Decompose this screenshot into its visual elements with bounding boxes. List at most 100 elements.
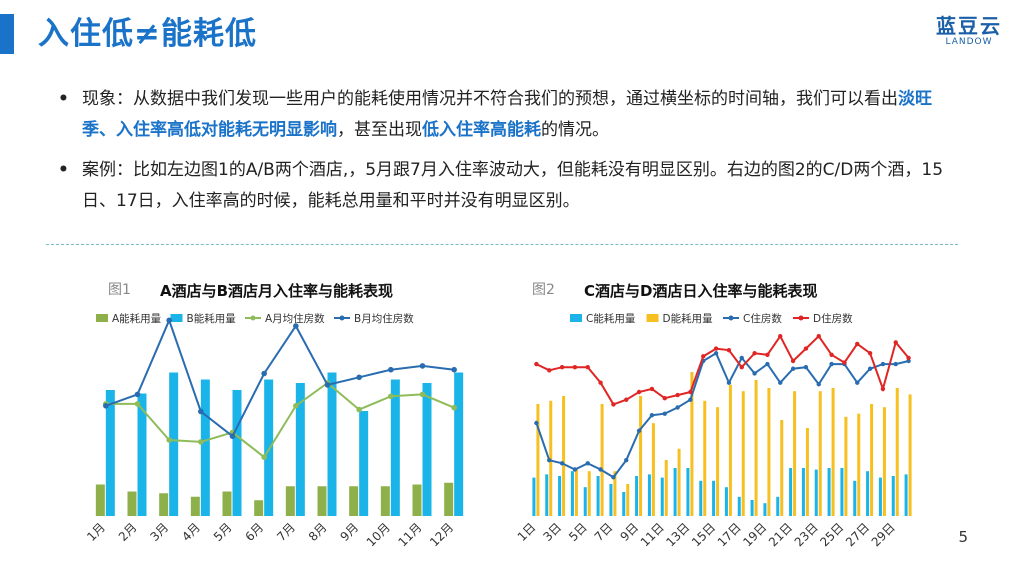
chart-bar [159, 493, 169, 516]
chart-data-point [624, 397, 629, 402]
chart-figure-label: 图1 [108, 282, 131, 298]
x-tick-label: 12月 [427, 520, 456, 549]
chart-data-point [559, 365, 565, 370]
legend-swatch [96, 314, 108, 322]
chart-data-point [867, 366, 873, 371]
chart-bar [660, 477, 664, 516]
chart-data-point [636, 389, 642, 395]
chart-bar [359, 411, 369, 516]
chart-bar [562, 396, 566, 516]
chart-bar [327, 372, 337, 516]
chart-series-line [535, 334, 910, 406]
chart-bar [200, 379, 210, 516]
chart-bar [254, 500, 264, 516]
chart-data-point [893, 340, 898, 345]
chart-data-point [790, 366, 796, 371]
x-tick-label: 9月 [338, 520, 362, 544]
chart-bar [583, 487, 587, 516]
title-accent-bar [0, 14, 14, 54]
chart-bar [626, 484, 630, 516]
chart-data-point [388, 366, 394, 373]
chart-data-point [166, 317, 172, 324]
legend-marker [728, 315, 734, 321]
chart-bar [908, 394, 912, 516]
x-tick-label: 1月 [84, 520, 108, 544]
chart-bar [716, 407, 720, 516]
chart-data-point [324, 382, 331, 388]
chart-bar [349, 486, 359, 516]
chart-bar [677, 448, 681, 516]
chart-bar [574, 468, 578, 516]
legend-label: D能耗用量 [663, 312, 714, 325]
chart-title: C酒店与D酒店日入住率与能耗表现 [584, 282, 817, 300]
chart-data-point [559, 461, 565, 466]
chart-1-container: 图1 A酒店与B酒店月入住率与能耗表现 A能耗用量 B能耗用量 A月均住房数 B月均住房数… [60, 270, 480, 570]
x-tick-label: 25日 [817, 520, 846, 549]
x-tick-label: 13日 [663, 520, 692, 549]
chart-bar [105, 390, 115, 516]
highlight-text: 淡旺季、入住率高低对能耗无明显影响 [82, 89, 932, 140]
highlight-text: 低入住率高能耗 [422, 120, 541, 140]
chart-bar [558, 476, 562, 516]
x-tick-label: 3月 [148, 520, 172, 544]
chart-bar [295, 383, 305, 516]
chart-data-point [134, 401, 141, 407]
chart-data-point [636, 428, 642, 433]
chart-bar [570, 471, 574, 516]
chart-bar [317, 486, 327, 516]
chart-bar [380, 486, 390, 516]
chart-bar [895, 388, 899, 516]
chart-2-svg: 图2 C酒店与D酒店日入住率与能耗表现 C能耗用量 D能耗用量 C住房数 D住房数 1日 3日… [515, 282, 912, 549]
chart-data-point [778, 334, 783, 339]
chart-bar [232, 390, 242, 516]
bullet-text: 案例：比如左边图1的A/B两个酒店,，5月跟7月入住率波动大，但能耗没有明显区别… [82, 160, 944, 211]
chart-series-line [105, 381, 455, 459]
chart-bar [840, 468, 844, 516]
chart-data-point [842, 360, 847, 365]
chart-data-point [803, 346, 809, 351]
chart-bar [622, 492, 626, 516]
chart-bar [647, 474, 651, 516]
chart-data-point [726, 380, 732, 385]
chart-data-point [906, 355, 911, 361]
chart-data-point [713, 346, 719, 351]
chart-data-point [662, 411, 667, 416]
chart-1-svg: 图1 A酒店与B酒店月入住率与能耗表现 A能耗用量 B能耗用量 A月均住房数 B月均住房数… [84, 282, 464, 549]
chart-data-point [855, 380, 860, 385]
x-tick-label: 8月 [306, 520, 330, 544]
x-tick-label: 2月 [116, 520, 140, 544]
chart-bar [870, 404, 874, 516]
x-tick-label: 27日 [843, 520, 872, 549]
legend-swatch [646, 314, 659, 322]
chart-bar [827, 468, 831, 516]
logo-english-text: LANDOW [945, 37, 993, 47]
chart-bar [639, 396, 643, 516]
x-tick-label: 11日 [638, 520, 667, 549]
chart-data-point [134, 391, 141, 398]
chart-data-point [662, 396, 667, 401]
chart-bar [545, 474, 549, 516]
chart-data-point [356, 406, 362, 413]
chart-data-point [880, 361, 886, 367]
chart-bar [728, 384, 732, 516]
chart-data-point [880, 386, 886, 392]
chart-bar [750, 500, 754, 516]
chart-bar [844, 416, 848, 516]
chart-bar [763, 503, 767, 516]
chart-data-point [261, 370, 267, 377]
chart-bar [904, 474, 908, 516]
chart-bar [422, 383, 432, 516]
chart-bar [444, 482, 454, 516]
bullet-text: 现象：从数据中我们发现一些用户的能耗使用情况并不符合我们的预想，通过横坐标的时间… [82, 89, 898, 109]
chart-data-point [611, 402, 616, 407]
chart-data-point [816, 334, 821, 339]
chart-2-container: 图2 C酒店与D酒店日入住率与能耗表现 C能耗用量 D能耗用量 C住房数 D住房数 1日 3日… [500, 270, 930, 570]
legend-marker [339, 315, 345, 321]
chart-data-point [585, 365, 590, 370]
legend-label: A能耗用量 [112, 312, 162, 325]
x-tick-label: 5日 [566, 520, 590, 544]
chart-data-point [752, 371, 757, 376]
chart-data-point [688, 389, 693, 395]
chart-data-point [547, 368, 552, 373]
chart-data-point [419, 363, 426, 369]
